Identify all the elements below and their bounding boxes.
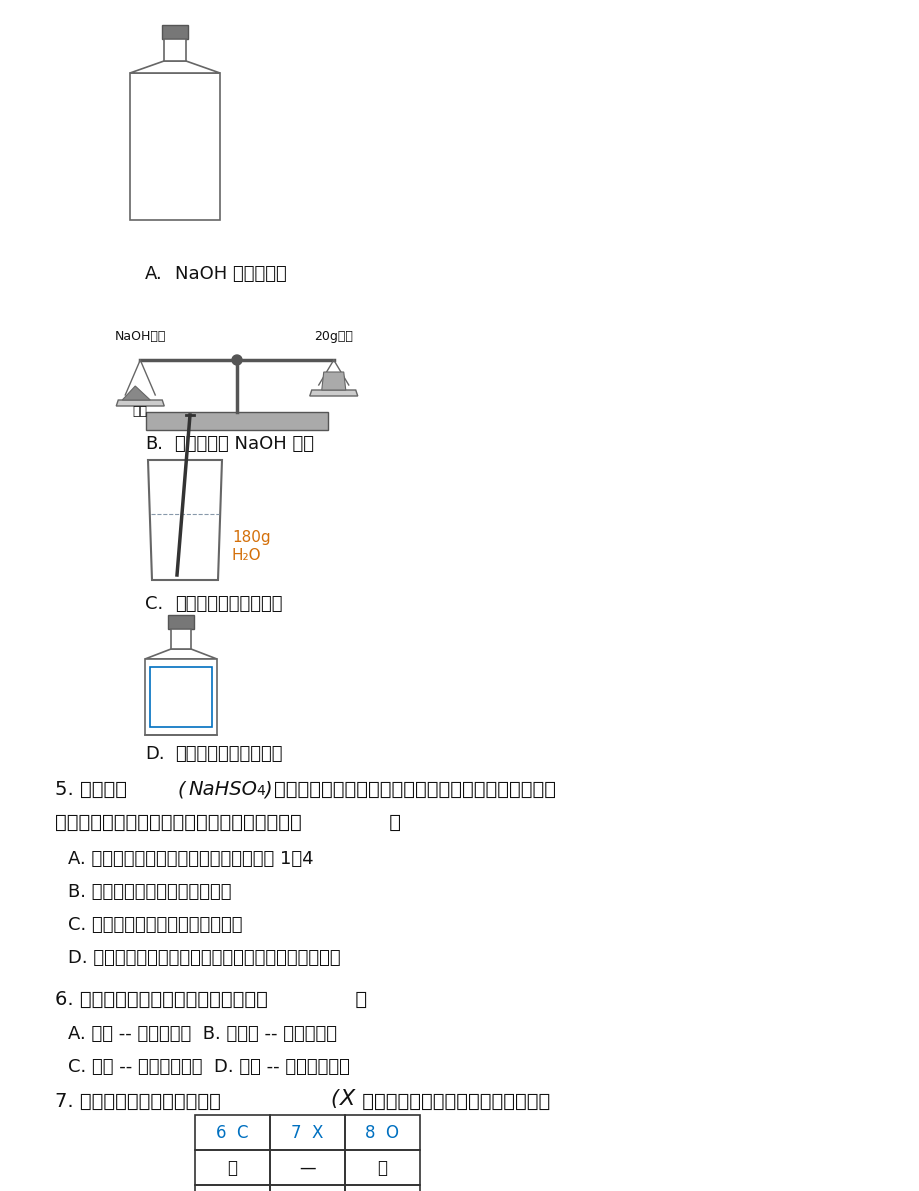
Bar — [345, 1115, 420, 1151]
Bar — [195, 1115, 269, 1151]
Text: 将配好的溶液装瓶存放: 将配好的溶液装瓶存放 — [175, 746, 282, 763]
Text: 7. 如图为元素周期表的一部分: 7. 如图为元素周期表的一部分 — [55, 1092, 221, 1111]
Text: 6. 下列物质所对应的用途不正确的是（              ）: 6. 下列物质所对应的用途不正确的是（ ） — [55, 990, 367, 1009]
Polygon shape — [168, 615, 194, 629]
Text: 6  C: 6 C — [216, 1123, 248, 1141]
Text: (: ( — [330, 1089, 338, 1109]
Text: 8  O: 8 O — [365, 1123, 399, 1141]
Polygon shape — [164, 39, 186, 61]
Bar — [195, 1151, 269, 1185]
Text: (: ( — [177, 780, 186, 799]
Polygon shape — [145, 649, 217, 659]
Polygon shape — [148, 460, 221, 580]
Text: B.: B. — [145, 435, 163, 453]
Text: NaHSO: NaHSO — [187, 780, 256, 799]
Text: NaOH 的固体保存: NaOH 的固体保存 — [175, 266, 287, 283]
Text: C. 甲醛 -- 用于肉类保鲜  D. 氢气 -- 用作高能燃料: C. 甲醛 -- 用于肉类保鲜 D. 氢气 -- 用作高能燃料 — [68, 1058, 349, 1075]
Text: 用天平称取 NaOH 固体: 用天平称取 NaOH 固体 — [175, 435, 313, 453]
Text: 氧: 氧 — [377, 1159, 387, 1177]
Text: H₂O: H₂O — [232, 548, 261, 563]
Text: 滤纸: 滤纸 — [131, 405, 147, 418]
Text: 5. 硫酸氢钠: 5. 硫酸氢钠 — [55, 780, 127, 799]
Text: C. 硫酸氢钠从物质分类看，属于酸: C. 硫酸氢钠从物质分类看，属于酸 — [68, 916, 243, 934]
Text: D. 向硫酸氢钠溶液中滴加紫色石蕊试液溶液会变成蓝色: D. 向硫酸氢钠溶液中滴加紫色石蕊试液溶液会变成蓝色 — [68, 949, 340, 967]
Polygon shape — [322, 372, 346, 389]
Text: 水的碱度。下列有关硫酸氢钠的说法正确的是（              ）: 水的碱度。下列有关硫酸氢钠的说法正确的是（ ） — [55, 813, 401, 833]
Polygon shape — [171, 629, 191, 649]
Bar — [269, 1185, 345, 1191]
Text: NaOH: NaOH — [161, 705, 201, 719]
Text: X: X — [340, 1089, 355, 1109]
Polygon shape — [146, 412, 328, 430]
Polygon shape — [150, 667, 211, 727]
Polygon shape — [162, 25, 187, 39]
Polygon shape — [130, 61, 220, 73]
Text: A. 氦气 -- 用作保护气  B. 钛合金 -- 制造人造骨: A. 氦气 -- 用作保护气 B. 钛合金 -- 制造人造骨 — [68, 1025, 336, 1043]
Text: NaOH固体: NaOH固体 — [115, 330, 165, 343]
Polygon shape — [116, 400, 165, 406]
Text: 碳: 碳 — [227, 1159, 237, 1177]
Polygon shape — [151, 515, 219, 578]
Bar — [269, 1151, 345, 1185]
Text: 4: 4 — [255, 784, 265, 798]
Text: B. 硫酸氢钠中氢的质量分数最低: B. 硫酸氢钠中氢的质量分数最低 — [68, 883, 232, 902]
Text: 也称酸式硫酸钠，其水溶液显酸性，可用于降低游泳池: 也称酸式硫酸钠，其水溶液显酸性，可用于降低游泳池 — [274, 780, 555, 799]
Bar — [345, 1185, 420, 1191]
Text: ): ) — [264, 780, 271, 799]
Text: 加水溶解氢氧化钠固体: 加水溶解氢氧化钠固体 — [175, 596, 282, 613]
Text: 20g砝码: 20g砝码 — [314, 330, 353, 343]
Bar — [269, 1115, 345, 1151]
Bar — [195, 1185, 269, 1191]
Text: A.: A. — [145, 266, 163, 283]
Polygon shape — [310, 389, 357, 395]
Polygon shape — [122, 386, 150, 400]
Text: 10%: 10% — [165, 687, 196, 701]
Polygon shape — [130, 73, 220, 220]
Text: 元素信息不全）。下列说法正确的是: 元素信息不全）。下列说法正确的是 — [356, 1092, 550, 1111]
Bar — [345, 1151, 420, 1185]
Text: —: — — [299, 1159, 315, 1177]
Text: D.: D. — [145, 746, 165, 763]
Polygon shape — [145, 659, 217, 735]
Text: A. 硫酸氢钠中硫元素和氧元素的质量比为 1：4: A. 硫酸氢钠中硫元素和氧元素的质量比为 1：4 — [68, 850, 313, 868]
Circle shape — [232, 355, 242, 364]
Text: 7  X: 7 X — [291, 1123, 323, 1141]
Text: 180g: 180g — [232, 530, 270, 545]
Text: C.: C. — [145, 596, 163, 613]
